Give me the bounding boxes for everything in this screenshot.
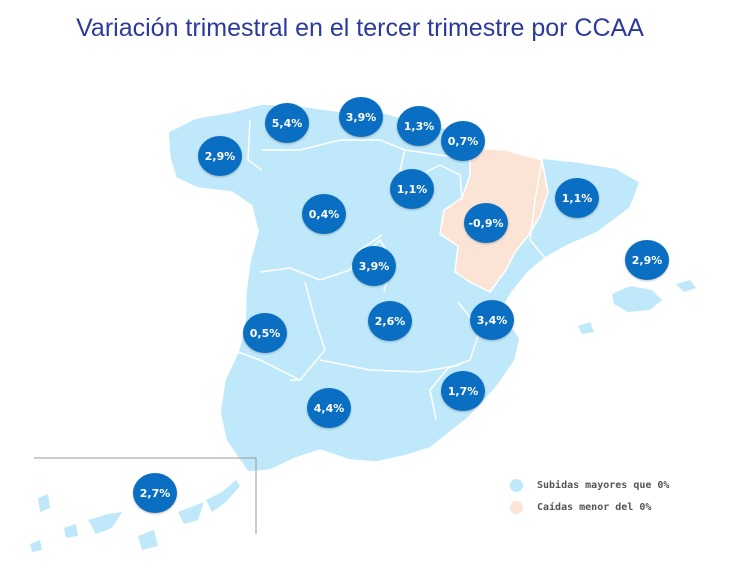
bubble-galicia: 2,9% <box>198 136 242 176</box>
baleares-menorca-shape <box>676 280 696 292</box>
legend-increase: Subidas mayores que 0% <box>510 474 669 496</box>
bubble-la-rioja: 1,1% <box>390 169 434 209</box>
baleares-shape <box>612 286 662 312</box>
bubble-pais-vasco: 1,3% <box>397 106 441 146</box>
bubble-aragon: -0,9% <box>464 203 508 243</box>
bubble-andalucia: 4,4% <box>307 388 351 428</box>
map-title: Variación trimestral en el tercer trimes… <box>76 14 644 42</box>
bubble-canarias: 2,7% <box>133 473 177 513</box>
legend-increase-swatch <box>510 478 523 492</box>
bubble-castilla-la-mancha: 2,6% <box>368 301 412 341</box>
baleares-ibiza-shape <box>578 322 594 334</box>
legend-increase-label: Subidas mayores que 0% <box>537 479 670 491</box>
legend-decrease: Caídas menor del 0% <box>510 496 669 518</box>
bubble-madrid: 3,9% <box>352 246 396 286</box>
bubble-baleares: 2,9% <box>625 240 669 280</box>
legend-decrease-swatch <box>510 500 523 514</box>
bubble-cataluna: 1,1% <box>555 178 599 218</box>
bubble-navarra: 0,7% <box>441 121 485 161</box>
legend: Subidas mayores que 0% Caídas menor del … <box>510 474 669 518</box>
bubble-valencia: 3,4% <box>470 300 514 340</box>
canarias-frame <box>34 457 257 534</box>
bubble-cantabria: 3,9% <box>339 97 383 137</box>
bubble-castilla-leon: 0,4% <box>302 194 346 234</box>
bubble-extremadura: 0,5% <box>243 313 287 353</box>
legend-decrease-label: Caídas menor del 0% <box>537 501 652 513</box>
bubble-asturias: 5,4% <box>265 103 309 143</box>
canarias-shapes <box>30 480 240 552</box>
bubble-murcia: 1,7% <box>441 371 485 411</box>
